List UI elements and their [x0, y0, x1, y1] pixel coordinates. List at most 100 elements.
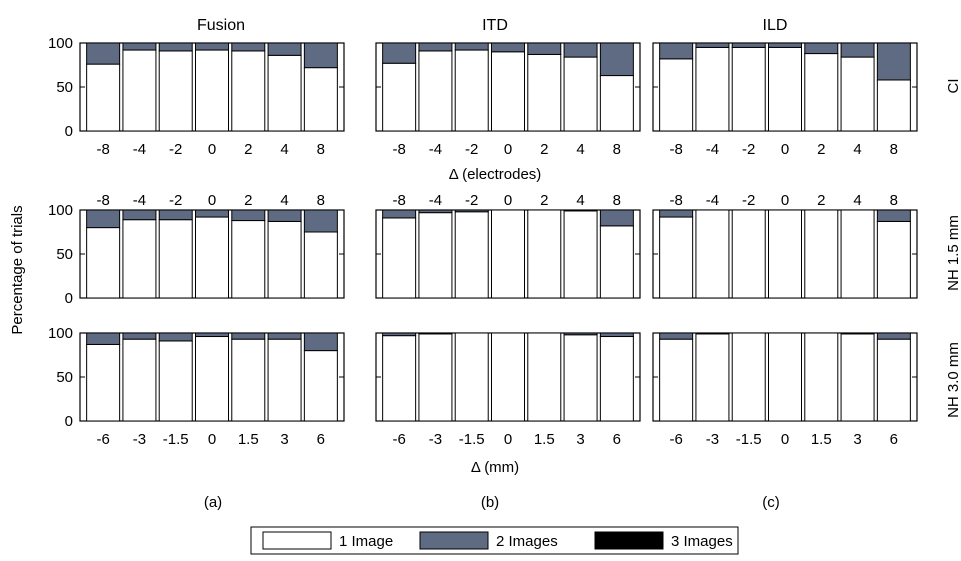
bar-two-images [876, 209, 911, 222]
panel-2-1: -6 -3 -1.5 0 1.5 3 6 [375, 332, 641, 448]
y-tick-label: 50 [56, 246, 73, 263]
bar-two-images [86, 209, 121, 229]
x-tick-label: -4 [429, 192, 442, 209]
bar-two-images [158, 42, 193, 52]
legend-label-three-images: 3 Images [671, 533, 733, 550]
x-tick-label: 3 [853, 431, 861, 448]
bar-one-image [527, 209, 562, 299]
y-tick-label: 0 [65, 123, 73, 140]
bar-one-image [840, 56, 875, 132]
x-tick-label: 1.5 [811, 431, 832, 448]
bar-one-image [122, 49, 157, 132]
bar-two-images [418, 42, 453, 52]
bar-one-image [599, 225, 634, 299]
x-tick-label: 6 [317, 431, 325, 448]
bar-one-image [731, 46, 766, 132]
bar-two-images [876, 42, 911, 81]
bar-one-image [195, 216, 229, 299]
bar-two-images [122, 42, 157, 51]
bar-one-image [563, 210, 598, 299]
bar-one-image [267, 338, 302, 422]
legend-swatch-three-images [594, 531, 664, 550]
bar-one-image [86, 63, 121, 132]
x-tick-label: -3 [429, 431, 442, 448]
x-tick-label: 0 [781, 431, 789, 448]
bar-two-images [599, 209, 634, 227]
x-tick-label: -8 [669, 141, 682, 158]
bar-two-images [86, 332, 121, 345]
x-tick-label: -4 [429, 141, 442, 158]
bar-one-image [454, 332, 489, 422]
bar-two-images [122, 332, 157, 340]
bar-two-images [231, 332, 266, 340]
x-tick-label: -8 [392, 192, 405, 209]
bar-two-images [454, 209, 489, 213]
bar-one-image [303, 67, 338, 132]
bar-one-image [303, 350, 338, 422]
x-tick-label: -2 [169, 192, 182, 209]
x-tick-label: -3 [133, 431, 146, 448]
bar-one-image [86, 227, 121, 299]
bar-two-images [195, 209, 229, 218]
panel-0-1: -8 -4 -2 0 2 4 8 [375, 42, 641, 158]
y-tick-label: 50 [56, 79, 73, 96]
x-tick-label: 1.5 [534, 431, 555, 448]
bar-one-image [695, 209, 730, 299]
bar-one-image [768, 46, 802, 132]
legend-label-two-images: 2 Images [496, 533, 558, 550]
x-tick-label: 4 [280, 192, 288, 209]
bar-one-image [382, 335, 417, 422]
x-tick-label: -8 [392, 141, 405, 158]
bar-one-image [491, 209, 525, 299]
x-axis-label-mm: Δ (mm) [471, 459, 519, 476]
bar-one-image [527, 53, 562, 132]
x-tick-label: -8 [96, 141, 109, 158]
bar-one-image [303, 231, 338, 299]
bar-two-images [876, 332, 911, 340]
x-tick-label: 3 [280, 431, 288, 448]
x-tick-label: -2 [465, 141, 478, 158]
x-tick-label: 6 [613, 431, 621, 448]
bar-one-image [418, 50, 453, 132]
panel-label-c: (c) [762, 494, 780, 511]
bar-one-image [418, 212, 453, 299]
bar-one-image [231, 220, 266, 299]
y-tick-label: 100 [48, 202, 73, 219]
bar-two-images [267, 209, 302, 222]
row-label-nh-1-5: NH 1.5 mm [945, 215, 961, 291]
bar-two-images [768, 42, 802, 48]
x-tick-label: 4 [576, 192, 584, 209]
x-tick-label: -2 [742, 141, 755, 158]
bar-one-image [695, 46, 730, 132]
bar-one-image [599, 75, 634, 132]
x-tick-label: -6 [669, 431, 682, 448]
panel-1-0: 0 50 100 -8 -4 -2 0 2 4 8 [48, 192, 345, 307]
bar-two-images [158, 209, 193, 221]
bar-one-image [768, 209, 802, 299]
x-tick-label: -4 [133, 141, 146, 158]
x-tick-label: 4 [853, 141, 861, 158]
x-tick-label: 0 [504, 141, 512, 158]
x-tick-label: 2 [817, 192, 825, 209]
x-tick-label: -4 [706, 192, 719, 209]
x-tick-label: 8 [613, 141, 621, 158]
bar-one-image [876, 338, 911, 422]
bar-two-images [527, 42, 562, 55]
bar-one-image [491, 51, 525, 132]
x-tick-label: 0 [208, 431, 216, 448]
bar-one-image [695, 333, 730, 422]
bar-two-images [695, 42, 730, 48]
column-title-itd: ITD [482, 17, 508, 34]
bar-two-images [731, 42, 766, 48]
bar-two-images [382, 209, 417, 219]
bar-one-image [840, 209, 875, 299]
x-tick-label: 0 [504, 192, 512, 209]
bar-one-image [454, 211, 489, 299]
x-tick-label: -1.5 [459, 431, 485, 448]
legend-swatch-one-image [262, 531, 332, 550]
bar-one-image [659, 58, 694, 132]
bar-two-images [840, 332, 875, 335]
bar-one-image [731, 209, 766, 299]
panel-0-2: -8 -4 -2 0 2 4 8 [652, 42, 918, 158]
